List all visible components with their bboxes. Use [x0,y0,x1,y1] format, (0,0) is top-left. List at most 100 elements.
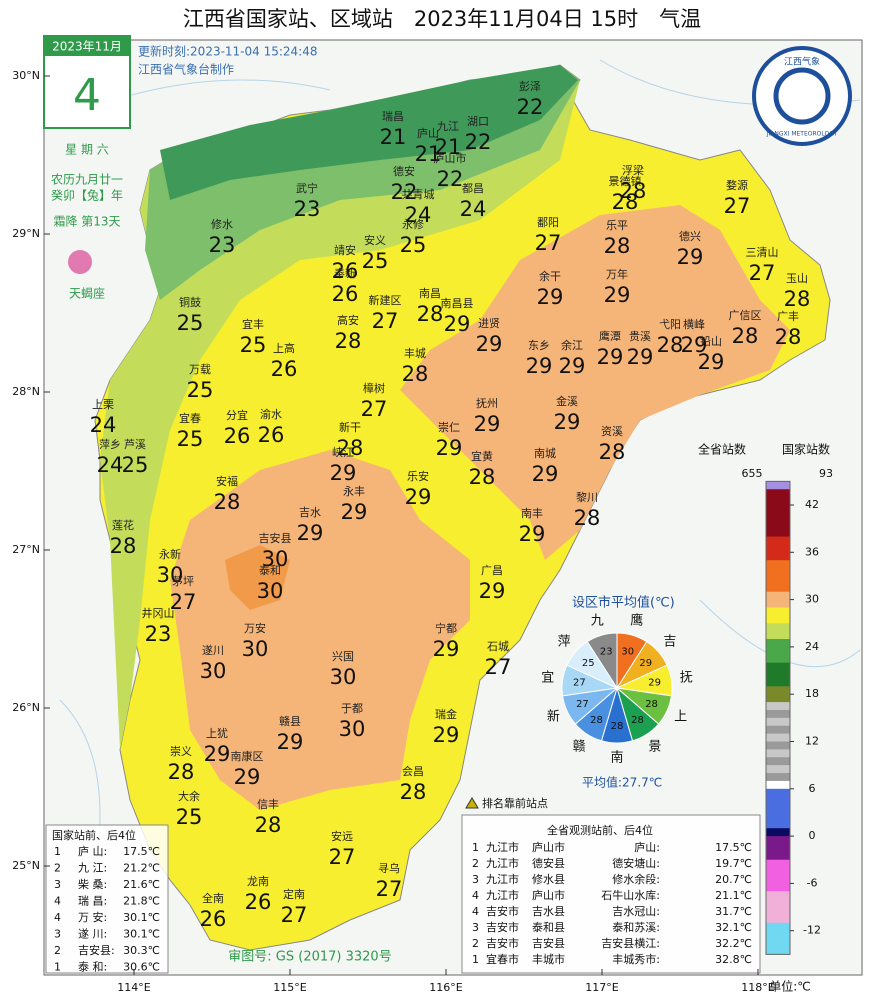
station-temp: 27 [361,397,388,421]
scale-band [766,938,790,947]
station-name: 广昌 [481,564,503,577]
station-temp: 23 [209,233,236,257]
province-cell: 4 [472,905,479,918]
province-cell: 修水县 [532,872,565,886]
scale-band [766,907,790,916]
station-temp: 30 [242,637,269,661]
pie-value: 30 [621,647,634,658]
national-cell: 4 [54,895,61,908]
scale-label: 30 [805,593,819,606]
station-temp: 29 [444,312,471,336]
station-name: 芦溪 [124,438,146,451]
station-temp: 29 [519,522,546,546]
station-name: 玉山 [786,272,808,285]
lon-label: 116°E [429,981,462,994]
station-name: 奉新 [334,266,356,280]
scale-label: 18 [805,687,819,700]
station-temp: 24 [97,453,124,477]
scale-band [766,481,790,490]
scale-band [766,875,790,884]
province-cell: 1 [472,841,479,854]
station-temp: 21 [435,135,462,159]
pie-value: 23 [600,647,613,658]
station-temp: 29 [677,245,704,269]
national-cell: 30.3℃ [123,944,160,957]
station-name: 崇仁 [438,421,460,434]
province-cell: 吉安市 [486,904,519,918]
pie-city: 九 [591,613,604,628]
station-temp: 28 [604,234,631,258]
station-temp: 25 [122,453,149,477]
scale-band [766,520,790,530]
scale-band [766,946,790,955]
province-cell: 德安县 [532,856,565,870]
station-temp: 29 [532,462,559,486]
station-name: 德安 [393,164,415,178]
scale-band [766,489,790,498]
station-name: 黎川 [576,490,598,504]
pie-value: 27 [573,678,586,689]
scale-band [766,607,790,616]
station-temp: 25 [362,249,389,273]
pie-city: 鹰 [630,612,643,628]
province-cell: 2 [472,857,479,870]
scale-band [766,631,790,640]
station-temp: 24 [405,203,432,227]
logo [752,46,852,146]
station-name: 铅山 [700,334,722,348]
update-time: 更新时刻:2023-11-04 15:24:48 [138,44,318,59]
station-name: 弋阳 [659,318,681,331]
station-name: 泰和 [259,563,281,577]
national-cell: 30.6℃ [123,961,160,974]
scale-label: 42 [805,498,819,511]
station-temp: 28 [599,440,626,464]
province-cell: 吉水县 [532,905,565,918]
province-cell: 31.7℃ [715,905,752,918]
station-temp: 29 [204,742,231,766]
station-temp: 25 [187,378,214,402]
station-name: 乐平 [606,219,628,232]
lunar-date: 农历九月廿一 [51,173,123,187]
station-temp: 28 [775,325,802,349]
station-temp: 29 [597,345,624,369]
station-temp: 29 [297,521,324,545]
scale-band [766,836,790,845]
station-temp: 28 [657,333,684,357]
scale-label: 6 [809,782,816,795]
station-temp: 26 [258,423,285,447]
station-name: 余江 [561,338,583,352]
scale-band [766,654,790,664]
station-temp: 29 [627,345,654,369]
station-name: 万载 [189,363,211,376]
province-cell: 1 [472,953,479,966]
station-name: 新干 [339,420,361,434]
station-name: 万年 [606,267,628,281]
national-cell: 万 安: [78,910,107,924]
maker: 江西省气象台制作 [138,62,234,77]
station-temp: 29 [681,333,708,357]
national-cell: 柴 桑: [78,877,107,891]
station-temp: 22 [465,130,492,154]
zone-orange-deep [225,545,290,610]
lon-label: 115°E [273,981,306,994]
zone-orange-east [400,205,790,560]
scale-band [766,757,790,766]
zone-dark-green [160,65,578,200]
scale-band [766,709,790,719]
station-temp: 28 [337,436,364,460]
province-cell: 32.8℃ [715,953,752,966]
scale-label: 12 [805,735,819,748]
lat-label: 27°N [12,543,40,556]
station-name: 彭泽 [519,79,541,93]
station-temp: 30 [200,659,227,683]
province-cell: 修水余段: [612,872,660,886]
station-name: 东乡 [528,339,550,352]
scale-band [766,702,790,711]
province-cell: 泰和县 [532,920,565,934]
province-cell: 石牛山水库: [601,888,660,902]
station-temp: 26 [200,907,227,931]
station-name: 兴国 [332,650,354,663]
station-temp: 29 [433,637,460,661]
title: 江西省国家站、区域站 2023年11月04日 15时 气温 [183,7,701,31]
station-temp: 28 [417,302,444,326]
